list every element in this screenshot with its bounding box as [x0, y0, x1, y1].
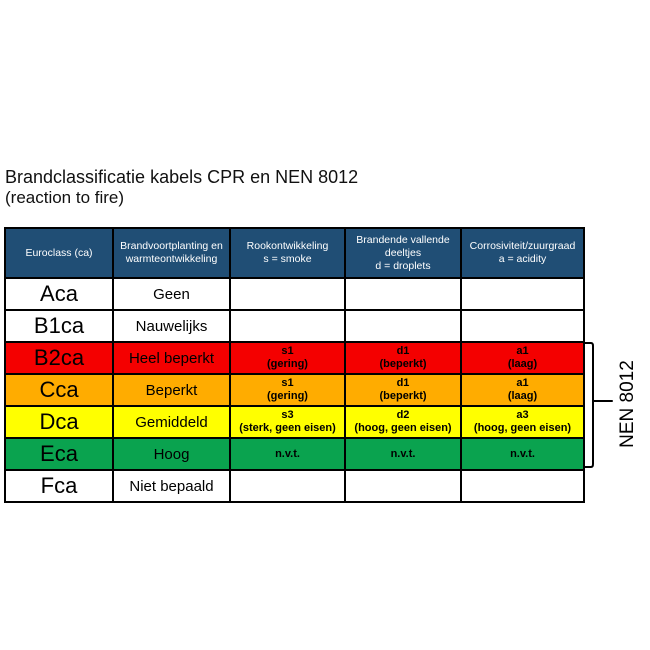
column-header-line: a = acidity: [498, 253, 547, 265]
propagation-cell: Geen: [112, 277, 231, 311]
smoke-note: (sterk, geen eisen): [239, 422, 336, 434]
table-row-Dca: Dca Gemiddeld s3 (sterk, geen eisen) d2 (hoog…: [4, 405, 585, 439]
acidity-note: (laag): [507, 390, 538, 402]
euroclass-cell: B1ca: [4, 309, 114, 343]
column-header-line: s = smoke: [263, 253, 312, 265]
column-header-line: deeltjes: [384, 246, 422, 259]
droplets-code: d1: [396, 345, 410, 357]
smoke-note: (gering): [267, 358, 308, 370]
column-header-line: warmteontwikkeling: [125, 253, 218, 265]
smoke-code: n.v.t.: [275, 447, 300, 460]
acidity-code: n.v.t.: [510, 447, 535, 460]
droplets-cell: n.v.t.: [344, 437, 462, 471]
column-header-line: Euroclass (ca): [25, 246, 93, 259]
column-header-droplets: Brandende vallende deeltjes d = droplets: [344, 227, 462, 279]
column-header-propagation: Brandvoortplanting en warmteontwikkeling: [112, 227, 231, 279]
droplets-code: d1: [396, 377, 410, 389]
droplets-code: d2: [396, 409, 410, 421]
propagation-cell: Hoog: [112, 437, 231, 471]
table-row-Eca: Eca Hoog n.v.t. n.v.t. n.v.t.: [4, 437, 585, 471]
smoke-cell: [229, 309, 346, 343]
droplets-note: (hoog, geen eisen): [354, 422, 452, 434]
euroclass-cell: Aca: [4, 277, 114, 311]
nen8012-label: NEN 8012: [617, 360, 638, 448]
acidity-code: a3: [516, 409, 529, 421]
acidity-cell: [460, 469, 585, 503]
acidity-code: a1: [516, 377, 529, 389]
propagation-cell: Nauwelijks: [112, 309, 231, 343]
column-header-line: Corrosiviteit/zuurgraad: [469, 240, 576, 252]
title-block: Brandclassificatie kabels CPR en NEN 801…: [5, 166, 358, 208]
acidity-cell: a1 (laag): [460, 373, 585, 407]
droplets-cell: d1 (beperkt): [344, 373, 462, 407]
smoke-code: s1: [281, 345, 294, 357]
droplets-cell: [344, 469, 462, 503]
acidity-cell: [460, 277, 585, 311]
smoke-cell: s1 (gering): [229, 341, 346, 375]
page-subtitle: (reaction to fire): [5, 188, 125, 207]
smoke-code: s1: [281, 377, 294, 389]
smoke-cell: s3 (sterk, geen eisen): [229, 405, 346, 439]
propagation-cell: Gemiddeld: [112, 405, 231, 439]
column-header-line: Brandende vallende: [356, 233, 450, 246]
droplets-cell: d1 (beperkt): [344, 341, 462, 375]
euroclass-cell: Cca: [4, 373, 114, 407]
table-row-Fca: Fca Niet bepaald: [4, 469, 585, 503]
euroclass-cell: Fca: [4, 469, 114, 503]
classification-table: Euroclass (ca) Brandvoortplanting en warmt…: [4, 227, 585, 503]
acidity-note: (hoog, geen eisen): [473, 422, 572, 434]
table-body: Aca Geen B1ca Nauwelijks B2ca Heel beperkt s1(…: [4, 277, 585, 503]
droplets-cell: [344, 309, 462, 343]
table-row-Aca: Aca Geen: [4, 277, 585, 311]
table-row-Cca: Cca Beperkt s1 (gering) d1 (beperkt) a1 (laag): [4, 373, 585, 407]
propagation-cell: Niet bepaald: [112, 469, 231, 503]
column-header-line: Brandvoortplanting en: [120, 240, 223, 252]
nen8012-bracket: [583, 342, 613, 468]
euroclass-cell: Dca: [4, 405, 114, 439]
acidity-cell: [460, 309, 585, 343]
droplets-note: (beperkt): [379, 358, 427, 370]
euroclass-cell: Eca: [4, 437, 114, 471]
page-title: Brandclassificatie kabels CPR en NEN 801…: [5, 167, 359, 187]
table-row-B1ca: B1ca Nauwelijks: [4, 309, 585, 343]
smoke-cell: [229, 277, 346, 311]
table-header-row: Euroclass (ca) Brandvoortplanting en warmt…: [4, 227, 585, 279]
smoke-cell: s1 (gering): [229, 373, 346, 407]
droplets-cell: [344, 277, 462, 311]
propagation-cell: Beperkt: [112, 373, 231, 407]
smoke-cell: n.v.t.: [229, 437, 346, 471]
smoke-note: (gering): [267, 390, 308, 402]
column-header-euroclass: Euroclass (ca): [4, 227, 114, 279]
column-header-acidity: Corrosiviteit/zuurgraad a = acidity: [460, 227, 585, 279]
smoke-code: s3: [281, 409, 294, 421]
acidity-cell: n.v.t.: [460, 437, 585, 471]
smoke-cell: [229, 469, 346, 503]
acidity-cell: a3 (hoog, geen eisen): [460, 405, 585, 439]
column-header-smoke: Rookontwikkeling s = smoke: [229, 227, 346, 279]
column-header-line: d = droplets: [375, 259, 431, 272]
table-row-B2ca: B2ca Heel beperkt s1 (gering) d1 (beperkt) a1(…: [4, 341, 585, 375]
droplets-note: (beperkt): [379, 390, 427, 402]
column-header-line: Rookontwikkeling: [246, 240, 329, 252]
euroclass-cell: B2ca: [4, 341, 114, 375]
droplets-code: n.v.t.: [390, 447, 416, 460]
propagation-cell: Heel beperkt: [112, 341, 231, 375]
acidity-note: (laag): [507, 358, 538, 370]
droplets-cell: d2 (hoog, geen eisen): [344, 405, 462, 439]
acidity-cell: a1 (laag): [460, 341, 585, 375]
acidity-code: a1: [516, 345, 529, 357]
